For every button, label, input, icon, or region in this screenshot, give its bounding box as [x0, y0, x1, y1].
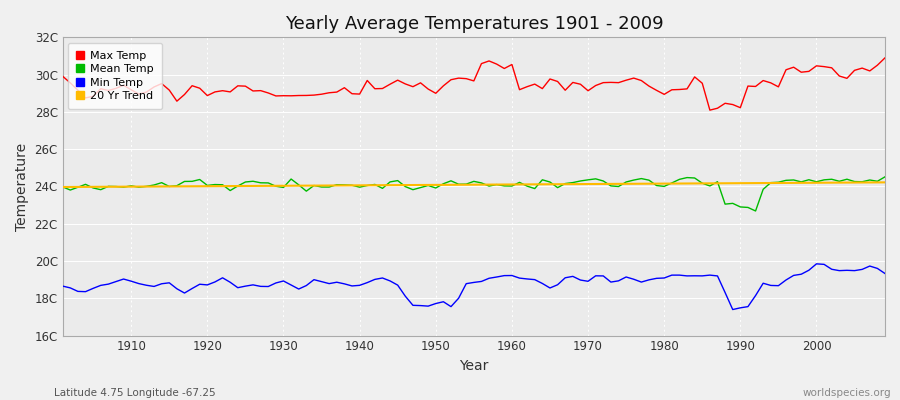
Text: Latitude 4.75 Longitude -67.25: Latitude 4.75 Longitude -67.25 — [54, 388, 216, 398]
X-axis label: Year: Year — [459, 359, 489, 373]
Text: worldspecies.org: worldspecies.org — [803, 388, 891, 398]
Y-axis label: Temperature: Temperature — [15, 142, 29, 230]
Title: Yearly Average Temperatures 1901 - 2009: Yearly Average Temperatures 1901 - 2009 — [284, 15, 663, 33]
Legend: Max Temp, Mean Temp, Min Temp, 20 Yr Trend: Max Temp, Mean Temp, Min Temp, 20 Yr Tre… — [68, 43, 162, 109]
